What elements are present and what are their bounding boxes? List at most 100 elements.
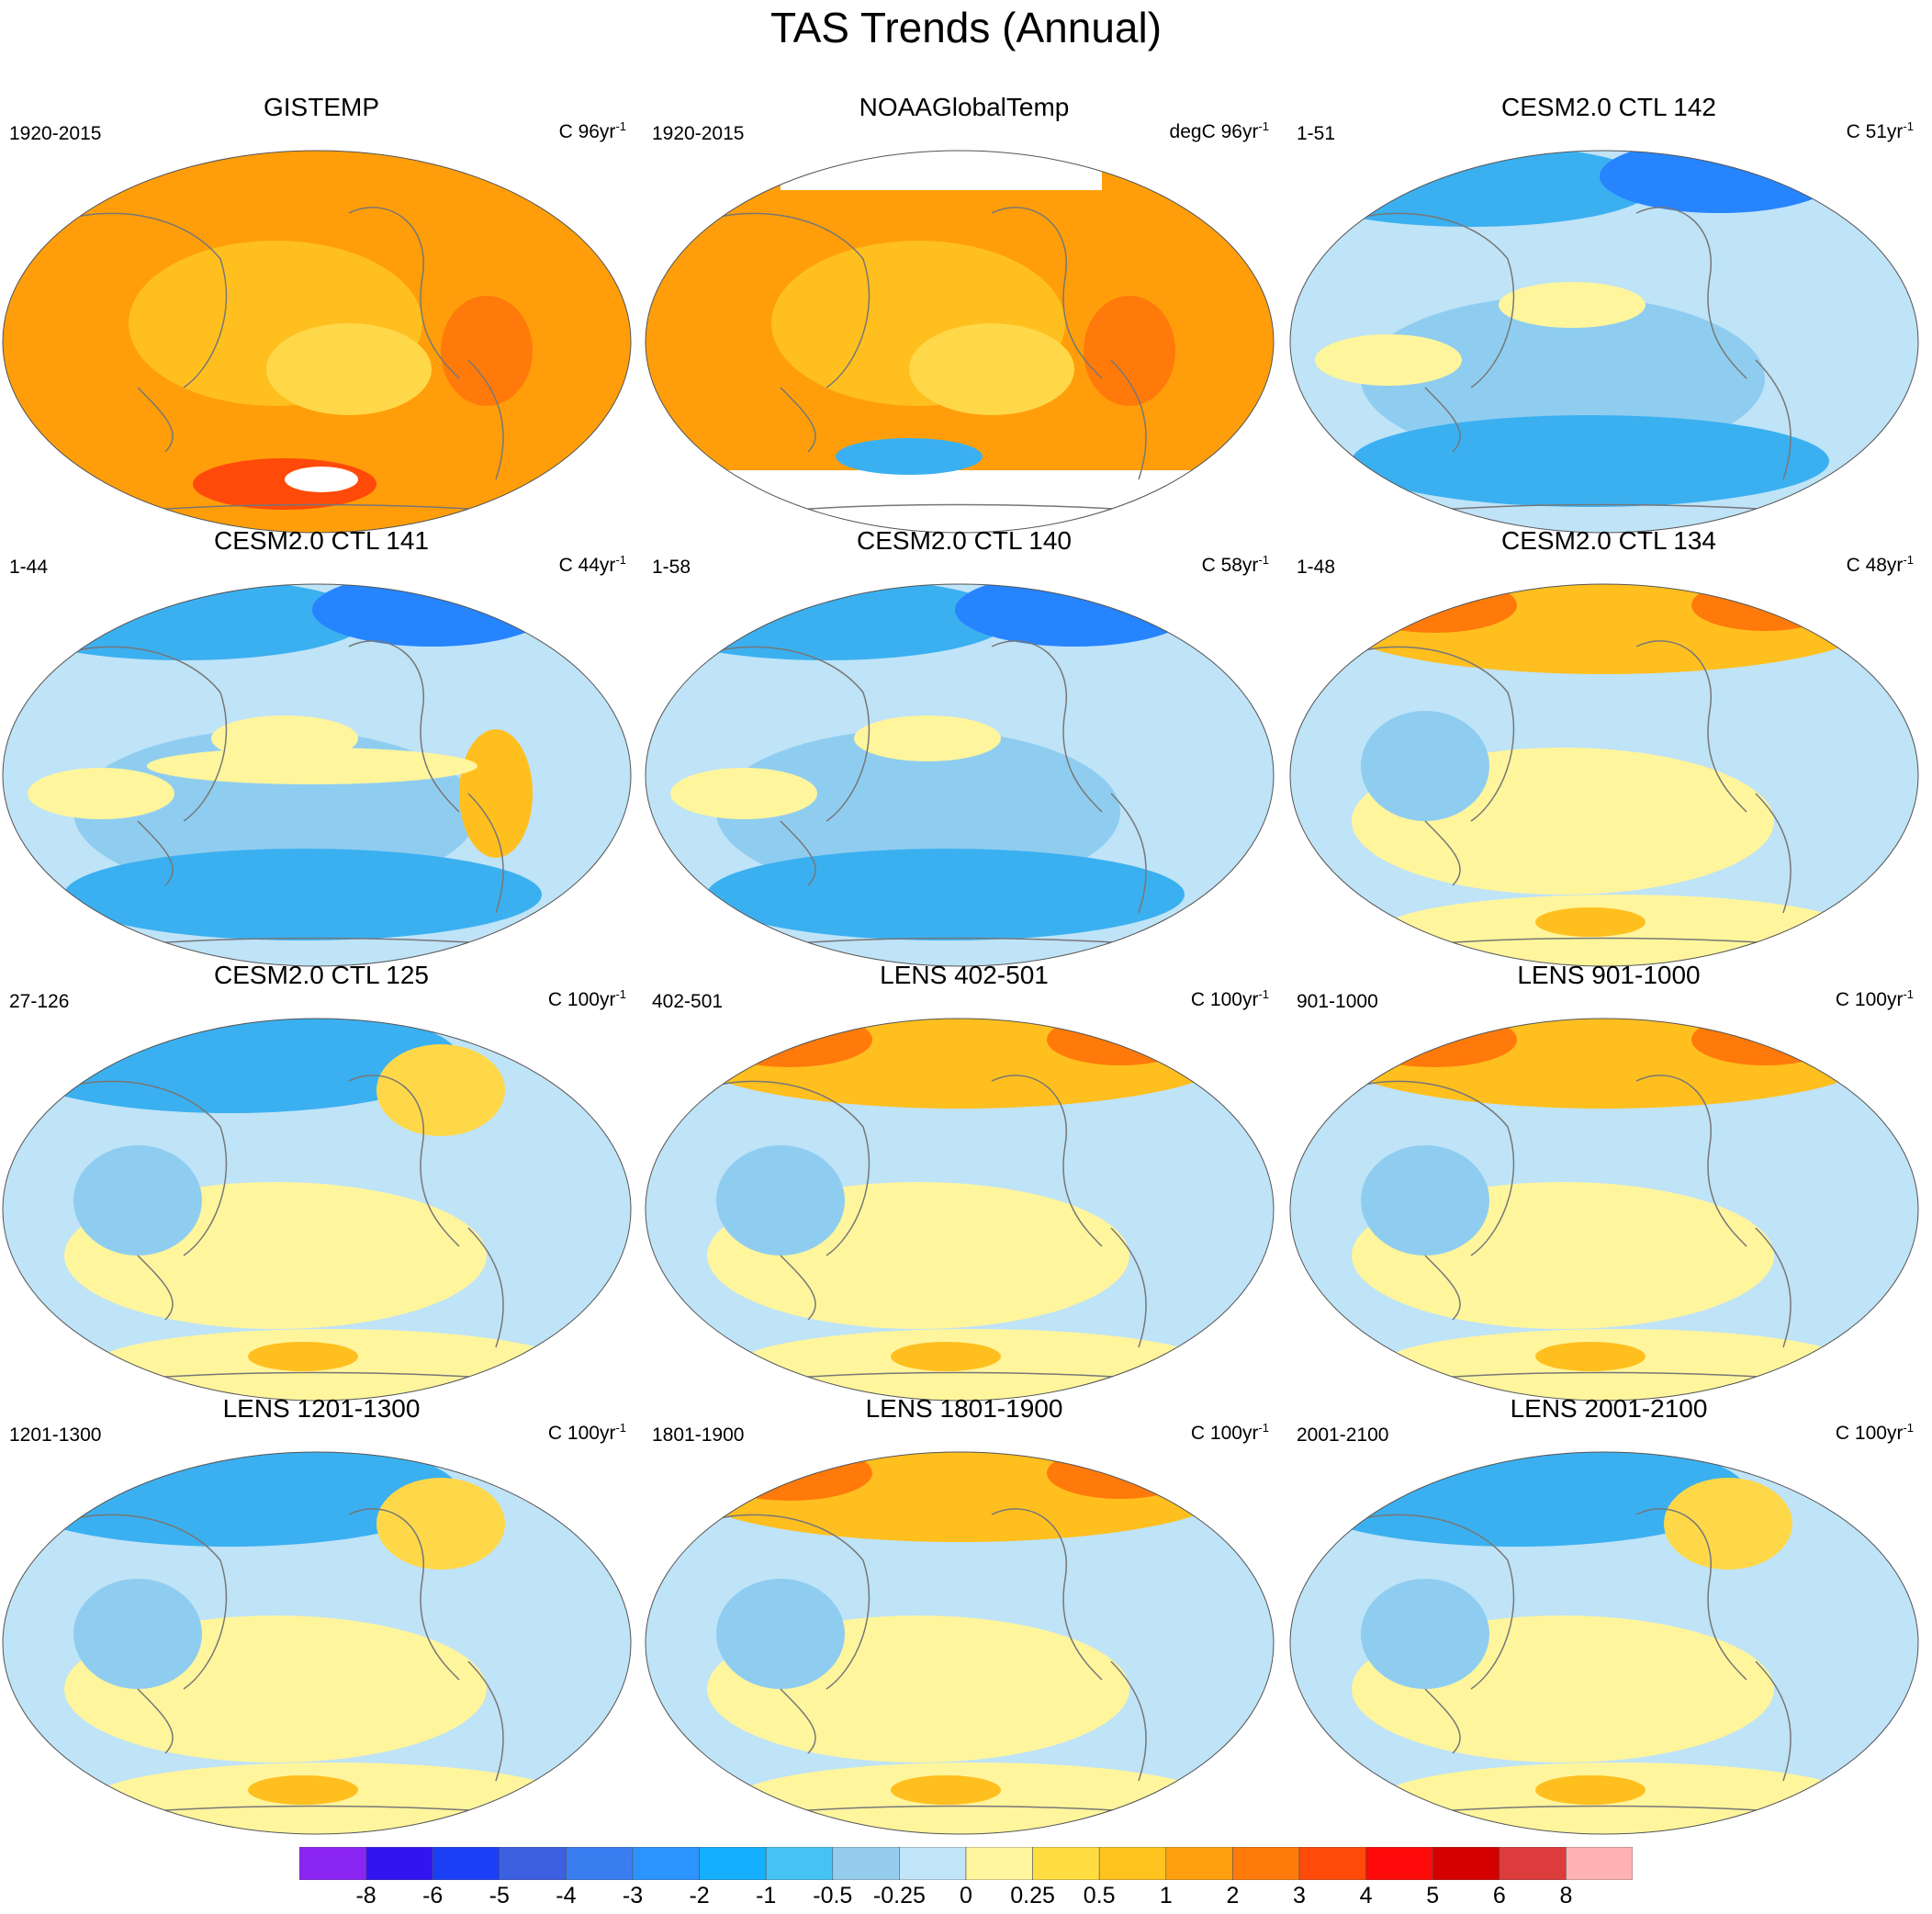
colorbar-swatch bbox=[1032, 1847, 1100, 1880]
unit-exponent: -1 bbox=[615, 553, 626, 567]
cool-anomaly bbox=[707, 849, 1185, 940]
warm-anomaly bbox=[909, 323, 1074, 415]
colorbar-label: 1 bbox=[1159, 1883, 1173, 1908]
period-label: 1920-2015 bbox=[652, 123, 745, 144]
warm-anomaly bbox=[1664, 1478, 1792, 1570]
map-panel: LENS 402-501 402-501 C 100yr-1 bbox=[643, 960, 1286, 1402]
unit-exponent: -1 bbox=[615, 987, 626, 1001]
colorbar-label: -6 bbox=[422, 1883, 444, 1908]
warm-anomaly bbox=[891, 1775, 1001, 1805]
colorbar-swatch bbox=[1499, 1847, 1567, 1880]
unit-text: degC 96yr bbox=[1169, 121, 1259, 142]
warm-anomaly bbox=[1084, 296, 1175, 406]
cool-anomaly bbox=[1361, 1145, 1489, 1255]
map-outline bbox=[2, 583, 632, 967]
colorbar-swatch bbox=[899, 1847, 967, 1880]
warm-anomaly bbox=[891, 1342, 1001, 1371]
coastlines bbox=[54, 1075, 515, 1380]
panel-title: CESM2.0 CTL 142 bbox=[1501, 93, 1716, 121]
warm-anomaly bbox=[376, 1478, 505, 1570]
world-map bbox=[645, 150, 1275, 534]
unit-exponent: -1 bbox=[1258, 553, 1269, 567]
unit-label: C 58yr-1 bbox=[1202, 553, 1269, 577]
colorbar-swatch bbox=[765, 1847, 834, 1880]
colorbar bbox=[299, 1847, 1633, 1880]
unit-label: C 100yr-1 bbox=[548, 987, 626, 1011]
unit-exponent: -1 bbox=[1258, 119, 1269, 133]
world-map bbox=[645, 1451, 1275, 1835]
panel-title: LENS 901-1000 bbox=[1517, 961, 1701, 989]
world-map bbox=[2, 1018, 632, 1402]
coastlines bbox=[697, 1075, 1158, 1380]
cool-anomaly bbox=[716, 1579, 845, 1689]
cool-anomaly bbox=[1361, 1579, 1489, 1689]
unit-label: degC 96yr-1 bbox=[1170, 119, 1269, 143]
period-label: 1201-1300 bbox=[9, 1424, 102, 1446]
coastlines bbox=[697, 640, 1158, 946]
warm-anomaly bbox=[459, 729, 533, 858]
map-panel: LENS 2001-2100 2001-2100 C 100yr-1 bbox=[1287, 1393, 1930, 1835]
colorbar-label: 0.5 bbox=[1083, 1883, 1116, 1908]
unit-label: C 100yr-1 bbox=[548, 1421, 626, 1445]
colorbar-label: -1 bbox=[756, 1883, 777, 1908]
warm-anomaly bbox=[1535, 907, 1646, 937]
panel-title: CESM2.0 CTL 134 bbox=[1501, 526, 1716, 555]
unit-text: C 58yr bbox=[1201, 555, 1259, 576]
warm-anomaly bbox=[248, 1342, 358, 1371]
map-outline bbox=[645, 1018, 1275, 1402]
unit-exponent: -1 bbox=[1903, 1421, 1914, 1435]
map-panel: CESM2.0 CTL 142 1-51 C 51yr-1 bbox=[1287, 92, 1930, 534]
unit-text: C 100yr bbox=[1190, 989, 1259, 1010]
warm-anomaly bbox=[441, 296, 533, 406]
cool-anomaly bbox=[64, 849, 542, 940]
colorbar-swatch bbox=[299, 1847, 366, 1880]
colorbar-swatch bbox=[1566, 1847, 1633, 1880]
warm-anomaly bbox=[1535, 1775, 1646, 1805]
colorbar-label: 0.25 bbox=[1010, 1883, 1055, 1908]
period-label: 1-58 bbox=[652, 557, 691, 578]
panel-title: CESM2.0 CTL 125 bbox=[214, 961, 429, 989]
unit-text: C 100yr bbox=[1835, 1423, 1904, 1444]
colorbar-swatch bbox=[1365, 1847, 1433, 1880]
colorbar-swatch bbox=[699, 1847, 767, 1880]
map-panel: LENS 1801-1900 1801-1900 C 100yr-1 bbox=[643, 1393, 1286, 1835]
map-panel: CESM2.0 CTL 141 1-44 C 44yr-1 bbox=[0, 525, 643, 967]
colorbar-swatch bbox=[965, 1847, 1033, 1880]
map-outline bbox=[645, 583, 1275, 967]
world-map bbox=[2, 150, 632, 534]
unit-text: C 48yr bbox=[1846, 555, 1904, 576]
warm-anomaly bbox=[1535, 1342, 1646, 1371]
unit-exponent: -1 bbox=[1258, 1421, 1269, 1435]
colorbar-label: 2 bbox=[1226, 1883, 1240, 1908]
colorbar-label: -5 bbox=[489, 1883, 510, 1908]
unit-text: C 51yr bbox=[1846, 121, 1904, 142]
map-outline bbox=[645, 1451, 1275, 1835]
cool-anomaly bbox=[73, 1579, 202, 1689]
unit-exponent: -1 bbox=[615, 119, 626, 133]
warm-anomaly bbox=[147, 748, 477, 784]
panel-title: CESM2.0 CTL 141 bbox=[214, 526, 429, 555]
map-panel: LENS 901-1000 901-1000 C 100yr-1 bbox=[1287, 960, 1930, 1402]
cool-anomaly bbox=[716, 1145, 845, 1255]
unit-exponent: -1 bbox=[1258, 987, 1269, 1001]
map-panel: CESM2.0 CTL 125 27-126 C 100yr-1 bbox=[0, 960, 643, 1402]
colorbar-swatch bbox=[432, 1847, 500, 1880]
unit-exponent: -1 bbox=[1903, 553, 1914, 567]
world-map bbox=[2, 583, 632, 967]
map-outline bbox=[1289, 1018, 1919, 1402]
warm-anomaly bbox=[670, 768, 817, 819]
map-outline bbox=[2, 1451, 632, 1835]
coastlines bbox=[54, 207, 515, 512]
colorbar-swatch bbox=[499, 1847, 567, 1880]
colorbar-label: -4 bbox=[556, 1883, 577, 1908]
panel-title: GISTEMP bbox=[263, 93, 379, 121]
map-panel: CESM2.0 CTL 134 1-48 C 48yr-1 bbox=[1287, 525, 1930, 967]
unit-text: C 44yr bbox=[558, 555, 616, 576]
unit-label: C 44yr-1 bbox=[559, 553, 626, 577]
unit-text: C 100yr bbox=[547, 1423, 616, 1444]
colorbar-swatch bbox=[1232, 1847, 1300, 1880]
unit-label: C 100yr-1 bbox=[1836, 987, 1914, 1011]
cool-anomaly bbox=[73, 1145, 202, 1255]
period-label: 901-1000 bbox=[1297, 991, 1378, 1012]
world-map bbox=[1289, 583, 1919, 967]
